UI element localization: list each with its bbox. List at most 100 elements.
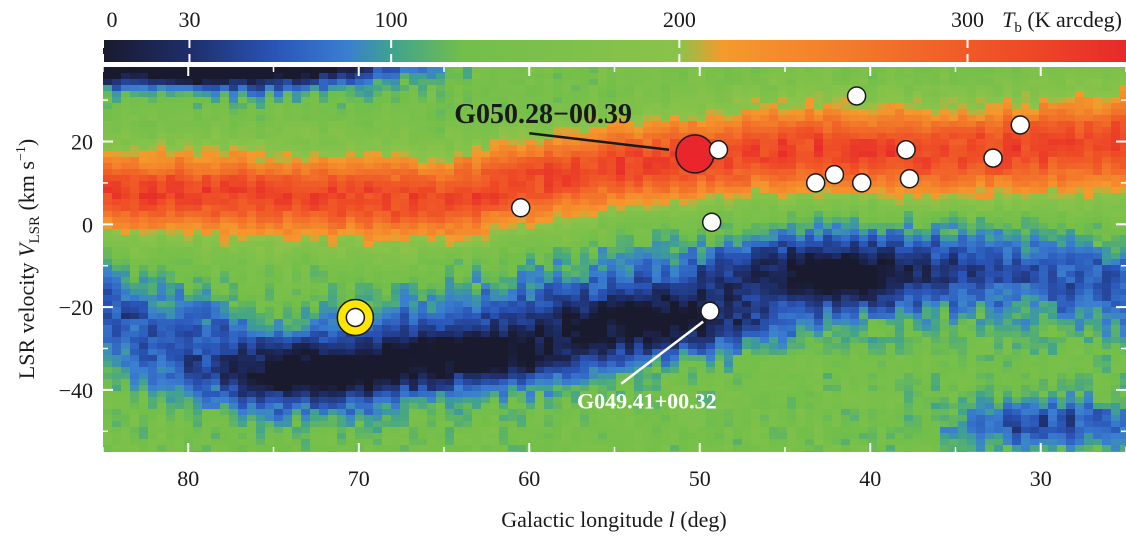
heatmap-cell	[211, 343, 221, 350]
heatmap-cell	[454, 337, 464, 344]
heatmap-cell	[571, 445, 581, 452]
heatmap-cell	[193, 421, 203, 428]
heatmap-cell	[490, 331, 500, 338]
heatmap-cell	[391, 301, 401, 308]
heatmap-cell	[346, 295, 356, 302]
heatmap-cell	[670, 175, 680, 182]
heatmap-cell	[589, 307, 599, 314]
heatmap-cell	[625, 307, 635, 314]
heatmap-cell	[499, 349, 509, 356]
heatmap-cell	[499, 289, 509, 296]
heatmap-cell	[571, 397, 581, 404]
heatmap-cell	[589, 265, 599, 272]
heatmap-cell	[670, 121, 680, 128]
heatmap-cell	[643, 85, 653, 92]
heatmap-cell	[121, 301, 131, 308]
heatmap-cell	[130, 451, 140, 452]
heatmap-cell	[103, 373, 113, 380]
heatmap-cell	[490, 373, 500, 380]
heatmap-cell	[733, 391, 743, 398]
heatmap-cell	[463, 235, 473, 242]
heatmap-cell	[175, 301, 185, 308]
heatmap-cell	[652, 181, 662, 188]
heatmap-cell	[778, 193, 788, 200]
heatmap-cell	[490, 121, 500, 128]
heatmap-cell	[391, 127, 401, 134]
heatmap-cell	[580, 373, 590, 380]
heatmap-cell	[454, 235, 464, 242]
heatmap-cell	[112, 235, 122, 242]
heatmap-cell	[562, 367, 572, 374]
heatmap-cell	[454, 91, 464, 98]
heatmap-cell	[409, 97, 419, 104]
heatmap-cell	[724, 217, 734, 224]
heatmap-cell	[778, 181, 788, 188]
heatmap-cell	[382, 325, 392, 332]
heatmap-cell	[634, 307, 644, 314]
heatmap-cell	[292, 277, 302, 284]
heatmap-cell	[688, 433, 698, 440]
heatmap-cell	[355, 349, 365, 356]
heatmap-cell	[211, 241, 221, 248]
heatmap-cell	[760, 319, 770, 326]
heatmap-cell	[382, 397, 392, 404]
heatmap-cell	[391, 205, 401, 212]
heatmap-cell	[148, 277, 158, 284]
heatmap-cell	[391, 187, 401, 194]
heatmap-cell	[418, 295, 428, 302]
heatmap-cell	[598, 433, 608, 440]
heatmap-cell	[571, 241, 581, 248]
heatmap-cell	[211, 391, 221, 398]
heatmap-cell	[787, 235, 797, 242]
heatmap-cell	[526, 163, 536, 170]
heatmap-cell	[562, 313, 572, 320]
heatmap-cell	[256, 175, 266, 182]
heatmap-cell	[778, 109, 788, 116]
heatmap-cell	[346, 403, 356, 410]
heatmap-cell	[112, 301, 122, 308]
heatmap-cell	[589, 133, 599, 140]
heatmap-cell	[337, 409, 347, 416]
heatmap-cell	[202, 169, 212, 176]
heatmap-cell	[634, 253, 644, 260]
heatmap-cell	[382, 97, 392, 104]
heatmap-cell	[238, 439, 248, 446]
heatmap-cell	[445, 91, 455, 98]
heatmap-cell	[580, 415, 590, 422]
heatmap-cell	[751, 85, 761, 92]
heatmap-cell	[724, 193, 734, 200]
heatmap-cell	[400, 247, 410, 254]
heatmap-cell	[463, 361, 473, 368]
heatmap-cell	[751, 121, 761, 128]
heatmap-cell	[346, 175, 356, 182]
heatmap-cell	[562, 343, 572, 350]
heatmap-cell	[454, 277, 464, 284]
heatmap-cell	[769, 391, 779, 398]
heatmap-cell	[301, 313, 311, 320]
heatmap-cell	[301, 451, 311, 452]
heatmap-cell	[733, 259, 743, 266]
heatmap-cell	[481, 283, 491, 290]
heatmap-cell	[364, 343, 374, 350]
heatmap-cell	[256, 145, 266, 152]
heatmap-cell	[256, 265, 266, 272]
heatmap-cell	[715, 421, 725, 428]
heatmap-cell	[310, 115, 320, 122]
heatmap-cell	[355, 223, 365, 230]
heatmap-cell	[634, 409, 644, 416]
heatmap-cell	[310, 235, 320, 242]
heatmap-cell	[391, 259, 401, 266]
heatmap-cell	[625, 277, 635, 284]
heatmap-cell	[751, 343, 761, 350]
heatmap-cell	[157, 259, 167, 266]
heatmap-cell	[445, 355, 455, 362]
heatmap-cell	[688, 259, 698, 266]
heatmap-cell	[130, 79, 140, 86]
heatmap-cell	[598, 193, 608, 200]
heatmap-cell	[517, 319, 527, 326]
heatmap-cell	[247, 271, 257, 278]
heatmap-cell	[364, 211, 374, 218]
heatmap-cell	[589, 313, 599, 320]
heatmap-cell	[400, 109, 410, 116]
heatmap-cell	[778, 67, 788, 74]
